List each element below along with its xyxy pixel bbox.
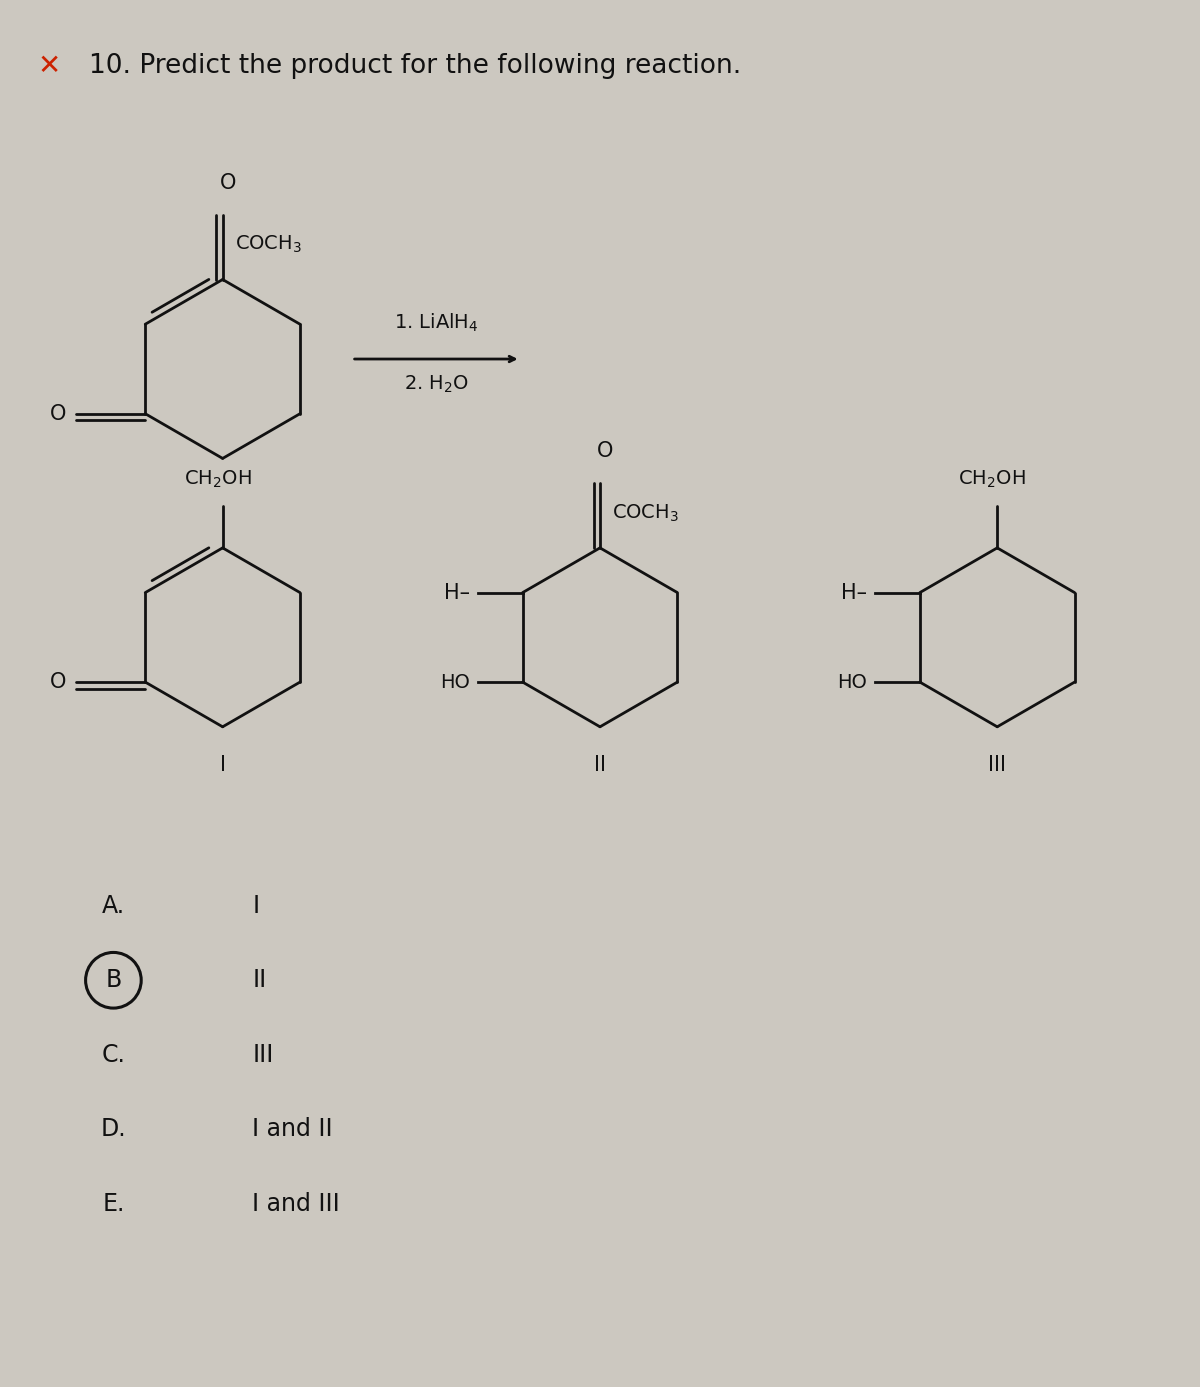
Text: I and III: I and III [252, 1191, 340, 1216]
Text: III: III [989, 755, 1007, 774]
Text: HO: HO [838, 673, 868, 692]
Text: O: O [596, 441, 613, 462]
Text: I and II: I and II [252, 1118, 334, 1142]
Text: B: B [106, 968, 121, 992]
Text: II: II [594, 755, 606, 774]
Text: COCH$_3$: COCH$_3$ [612, 502, 679, 524]
Text: CH$_2$OH: CH$_2$OH [959, 469, 1026, 490]
Text: II: II [252, 968, 266, 992]
Text: 1. LiAlH$_4$: 1. LiAlH$_4$ [394, 312, 479, 334]
Text: H–: H– [444, 583, 470, 602]
Text: A.: A. [102, 893, 125, 918]
Text: O: O [220, 173, 235, 193]
Text: C.: C. [102, 1043, 125, 1067]
Text: I: I [252, 893, 259, 918]
Text: 2. H$_2$O: 2. H$_2$O [403, 374, 469, 395]
Text: O: O [49, 404, 66, 423]
Text: D.: D. [101, 1118, 126, 1142]
Text: O: O [49, 673, 66, 692]
Text: I: I [220, 755, 226, 774]
Text: E.: E. [102, 1191, 125, 1216]
Text: III: III [252, 1043, 274, 1067]
Text: HO: HO [440, 673, 470, 692]
Text: COCH$_3$: COCH$_3$ [234, 234, 301, 255]
Text: 10. Predict the product for the following reaction.: 10. Predict the product for the followin… [89, 53, 740, 79]
Text: ✕: ✕ [37, 51, 60, 80]
Text: H–: H– [841, 583, 868, 602]
Text: CH$_2$OH: CH$_2$OH [184, 469, 252, 490]
